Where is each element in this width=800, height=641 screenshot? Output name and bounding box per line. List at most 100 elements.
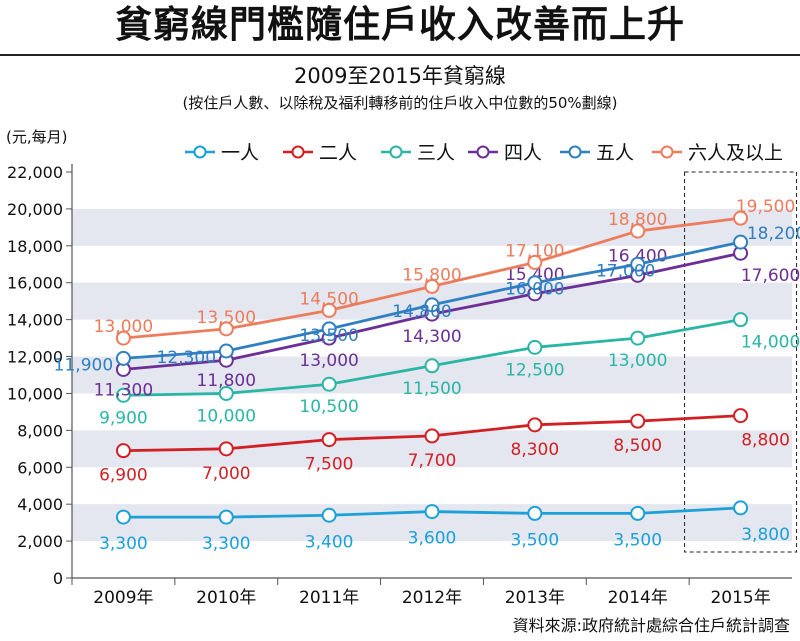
source-note: 資料來源:政府統計處綜合住戶統計調查	[512, 616, 790, 635]
legend-label: 一人	[221, 142, 259, 164]
data-label: 7,700	[408, 451, 457, 471]
legend-label: 五人	[596, 142, 634, 164]
data-label: 6,900	[99, 466, 148, 486]
data-point	[527, 275, 543, 291]
y-tick-label: 4,000	[17, 495, 63, 514]
data-point	[115, 387, 131, 403]
chart-title: 2009至2015年貧窮線	[294, 64, 506, 88]
data-point	[733, 500, 749, 516]
data-point	[321, 302, 337, 318]
y-tick-label: 12,000	[7, 348, 63, 367]
legend-marker	[476, 145, 490, 159]
data-label: 9,900	[99, 408, 148, 428]
data-label: 13,000	[94, 317, 153, 337]
data-label: 13,500	[299, 326, 358, 346]
data-label: 3,500	[511, 530, 560, 550]
legend-label: 二人	[319, 142, 357, 164]
legend-marker	[660, 145, 674, 159]
data-point	[630, 505, 646, 521]
data-label: 13,500	[197, 308, 256, 328]
data-label: 3,600	[408, 529, 457, 549]
y-tick-label: 16,000	[7, 274, 63, 293]
y-tick-label: 14,000	[7, 311, 63, 330]
y-tick-label: 0	[53, 569, 63, 588]
legend-label: 六人及以上	[688, 142, 783, 164]
data-point	[424, 297, 440, 313]
data-point	[218, 321, 234, 337]
data-label: 14,000	[741, 333, 800, 353]
data-label: 14,800	[392, 302, 451, 322]
data-label: 11,900	[54, 355, 113, 375]
data-label: 17,100	[505, 241, 564, 261]
data-label: 17,000	[596, 261, 655, 281]
data-point	[630, 256, 646, 272]
data-label: 16,000	[505, 280, 564, 300]
y-axis-unit-label: (元,每月)	[6, 128, 68, 146]
data-point	[218, 343, 234, 359]
data-label: 8,500	[613, 436, 662, 456]
data-point	[733, 312, 749, 328]
data-point	[321, 376, 337, 392]
data-point	[630, 413, 646, 429]
legend-marker	[389, 145, 403, 159]
grid-band	[72, 208, 792, 246]
x-tick-label: 2012年	[402, 588, 462, 608]
data-label: 19,500	[736, 197, 795, 217]
legend-label: 四人	[504, 142, 542, 164]
x-tick-label: 2015年	[710, 588, 770, 608]
data-point	[527, 339, 543, 355]
data-point	[527, 505, 543, 521]
headline: 貧窮線門檻隨住戶收入改善而上升	[115, 3, 685, 46]
legend-marker	[568, 145, 582, 159]
data-label: 7,000	[202, 464, 251, 484]
data-label: 14,300	[402, 327, 461, 347]
data-label: 13,000	[299, 351, 358, 371]
y-tick-label: 2,000	[17, 532, 63, 551]
data-label: 10,500	[299, 397, 358, 417]
data-label: 3,300	[202, 534, 251, 554]
data-point	[321, 321, 337, 337]
data-point	[115, 330, 131, 346]
data-point	[527, 254, 543, 270]
data-point	[630, 223, 646, 239]
data-label: 11,800	[197, 371, 256, 391]
data-label: 11,500	[402, 379, 461, 399]
data-point	[424, 358, 440, 374]
data-label: 3,500	[613, 530, 662, 550]
data-point	[218, 385, 234, 401]
data-point	[630, 330, 646, 346]
x-tick-label: 2011年	[299, 588, 359, 608]
highlight-box-2015	[684, 171, 798, 553]
data-label: 8,300	[511, 440, 560, 460]
data-label: 11,300	[94, 380, 153, 400]
data-point	[527, 417, 543, 433]
data-label: 13,000	[608, 351, 667, 371]
data-label: 18,200	[747, 224, 800, 244]
data-label: 14,500	[299, 289, 358, 309]
data-point	[115, 509, 131, 525]
x-tick-label: 2014年	[608, 588, 668, 608]
data-point	[321, 432, 337, 448]
data-label: 3,800	[741, 525, 790, 545]
y-tick-label: 10,000	[7, 384, 63, 403]
data-point	[733, 210, 749, 226]
data-point	[424, 278, 440, 294]
x-tick-label: 2013年	[505, 588, 565, 608]
y-tick-label: 18,000	[7, 237, 63, 256]
y-tick-label: 22,000	[7, 163, 63, 182]
data-point	[115, 443, 131, 459]
data-point	[218, 441, 234, 457]
data-label: 15,800	[402, 265, 461, 285]
data-label: 10,000	[197, 406, 256, 426]
x-tick-label: 2010年	[196, 588, 256, 608]
data-point	[218, 509, 234, 525]
legend-marker	[193, 145, 207, 159]
data-label: 7,500	[305, 455, 354, 475]
y-tick-label: 6,000	[17, 458, 63, 477]
data-label: 12,500	[505, 360, 564, 380]
y-tick-label: 8,000	[17, 421, 63, 440]
legend-label: 三人	[417, 142, 455, 164]
data-point	[733, 408, 749, 424]
data-point	[321, 507, 337, 523]
